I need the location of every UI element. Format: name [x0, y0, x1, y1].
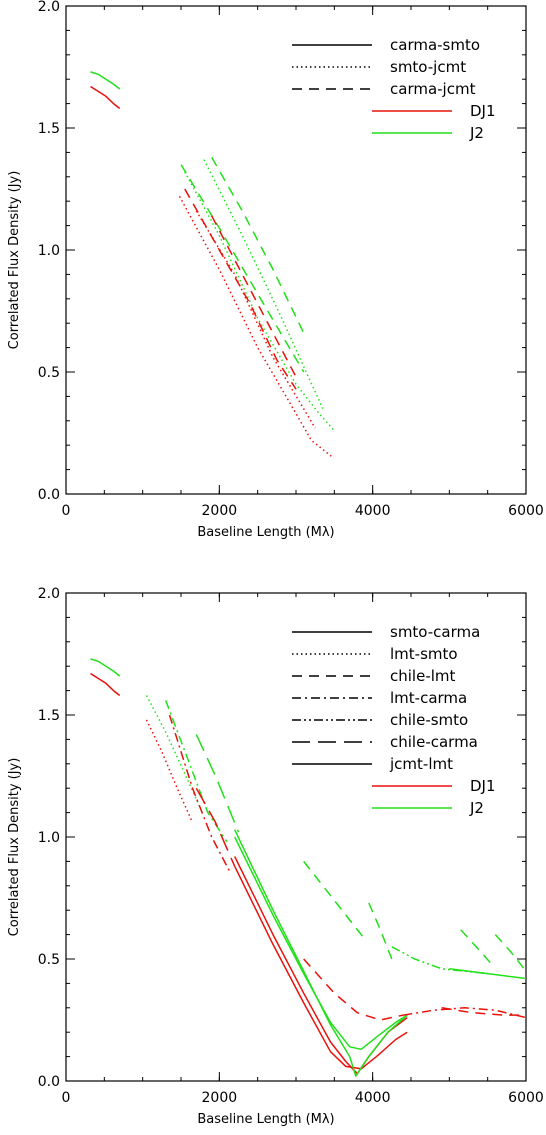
series-line	[203, 159, 324, 409]
y-tick-label: 0.5	[38, 365, 60, 381]
x-tick-label: 0	[62, 1090, 71, 1106]
legend-label: smto-carma	[390, 623, 480, 641]
series-line	[178, 195, 334, 458]
series-line	[195, 787, 236, 867]
y-tick-label: 1.5	[38, 708, 60, 724]
x-tick-label: 6000	[508, 503, 544, 519]
series-line	[90, 85, 121, 110]
legend-label: lmt-smto	[390, 645, 458, 663]
series-line	[494, 934, 526, 972]
x-tick-label: 4000	[355, 503, 391, 519]
y-tick-label: 1.5	[38, 121, 60, 137]
series-line	[90, 71, 121, 90]
series-line	[234, 865, 408, 1070]
series-line	[460, 929, 493, 965]
y-tick-label: 1.0	[38, 243, 60, 259]
legend-label: chile-lmt	[390, 667, 456, 685]
series-line	[168, 714, 232, 874]
series-line	[211, 215, 297, 378]
series-line	[234, 836, 408, 1051]
legend-label: chile-carma	[390, 733, 478, 751]
series-line	[145, 695, 201, 809]
legend-label: carma-jcmt	[390, 80, 476, 98]
y-tick-label: 0.5	[38, 952, 60, 968]
chart-panel-top: 0 2000 4000 6000 0.0 0.5 1.0 1.5 2.0 Baseline Len…	[7, 0, 544, 540]
series-line	[234, 829, 408, 1077]
x-tick-label: 2000	[202, 503, 238, 519]
legend-label: jcmt-lmt	[389, 755, 453, 773]
y-tick-label: 2.0	[38, 586, 60, 602]
series-line	[449, 968, 526, 980]
x-axis-label: Baseline Length (Mλ)	[197, 1112, 334, 1127]
legend-label: carma-smto	[390, 36, 480, 54]
series-line	[195, 210, 316, 429]
series-line	[184, 171, 335, 432]
series-line	[195, 734, 240, 833]
y-tick-label: 2.0	[38, 0, 60, 15]
legend-color-label: J2	[469, 799, 484, 817]
y-tick-label: 0.0	[38, 1074, 60, 1090]
legend-label: smto-jcmt	[390, 58, 466, 76]
legend-color-label: DJ1	[470, 102, 496, 120]
legend-color-label: J2	[469, 124, 484, 142]
series-line	[164, 700, 228, 843]
series-line	[441, 1007, 526, 1016]
y-axis-label: Correlated Flux Density (Jy)	[7, 758, 22, 937]
x-tick-label: 0	[62, 503, 71, 519]
series-line	[180, 164, 305, 373]
series-line	[391, 946, 488, 975]
legend-label: chile-smto	[390, 711, 468, 729]
legend-color-label: DJ1	[470, 777, 496, 795]
series-line	[303, 860, 366, 940]
x-tick-label: 4000	[355, 1090, 391, 1106]
chart-panel-bottom: 0 2000 4000 6000 0.0 0.5 1.0 1.5 2.0 Baseline Len…	[7, 586, 544, 1127]
series-line	[303, 958, 404, 1021]
plot-frame	[65, 592, 527, 1082]
series-line	[403, 1007, 526, 1019]
series-line	[368, 902, 393, 960]
y-tick-label: 0.0	[38, 487, 60, 503]
x-tick-label: 6000	[508, 1090, 544, 1106]
series-line	[90, 658, 121, 677]
y-tick-label: 1.0	[38, 830, 60, 846]
series-line	[211, 156, 305, 334]
legend-label: lmt-carma	[390, 689, 467, 707]
x-tick-label: 2000	[202, 1090, 238, 1106]
y-axis-label: Correlated Flux Density (Jy)	[7, 171, 22, 350]
series-line	[184, 188, 297, 390]
x-axis-label: Baseline Length (Mλ)	[197, 525, 334, 540]
series-line	[145, 719, 194, 823]
series-line	[90, 672, 121, 697]
